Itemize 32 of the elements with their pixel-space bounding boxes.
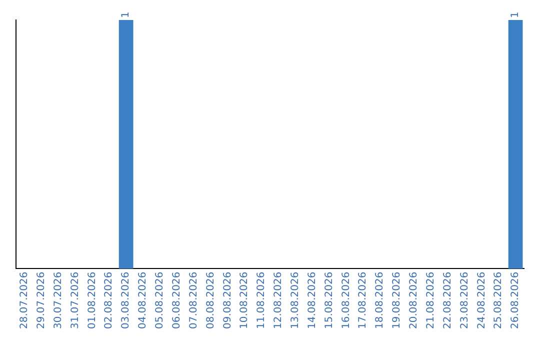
x-tick-label: 17.08.2026 — [358, 272, 369, 330]
x-tick-label: 31.07.2026 — [70, 272, 81, 330]
x-tick-label: 26.08.2026 — [510, 272, 522, 330]
x-tick-label: 14.08.2026 — [306, 272, 318, 330]
x-tick-label: 24.08.2026 — [476, 272, 488, 330]
x-tick-label: 04.08.2026 — [138, 272, 149, 330]
x-tick-label: 10.08.2026 — [239, 272, 250, 330]
data-label: 1 — [510, 12, 522, 18]
x-tick-label: 08.08.2026 — [205, 272, 216, 330]
x-tick-label: 06.08.2026 — [171, 272, 182, 330]
x-tick-label: 07.08.2026 — [188, 272, 200, 330]
x-tick-label: 11.08.2026 — [256, 272, 268, 330]
x-tick-label: 01.08.2026 — [86, 272, 98, 330]
x-tick-label: 21.08.2026 — [425, 272, 436, 330]
x-tick-label: 13.08.2026 — [290, 272, 301, 330]
x-tick-label: 23.08.2026 — [459, 272, 470, 330]
data-label: 1 — [120, 12, 132, 18]
x-tick-label: 29.07.2026 — [36, 272, 47, 330]
x-tick-label: 19.08.2026 — [392, 272, 403, 330]
x-tick-label: 20.08.2026 — [408, 272, 420, 330]
x-tick-label: 16.08.2026 — [340, 272, 352, 330]
x-tick-label: 09.08.2026 — [222, 272, 234, 330]
x-tick-label: 25.08.2026 — [493, 272, 504, 330]
x-tick-label: 15.08.2026 — [324, 272, 335, 330]
x-tick-label: 30.07.2026 — [52, 272, 64, 330]
x-tick-label: 03.08.2026 — [120, 272, 132, 330]
x-tick-label: 18.08.2026 — [374, 272, 386, 330]
x-tick-label: 22.08.2026 — [442, 272, 454, 330]
x-tick-label: 02.08.2026 — [104, 272, 115, 330]
x-tick-label: 05.08.2026 — [154, 272, 166, 330]
x-tick-label: 12.08.2026 — [273, 272, 284, 330]
x-tick-label: 28.07.2026 — [19, 272, 30, 330]
